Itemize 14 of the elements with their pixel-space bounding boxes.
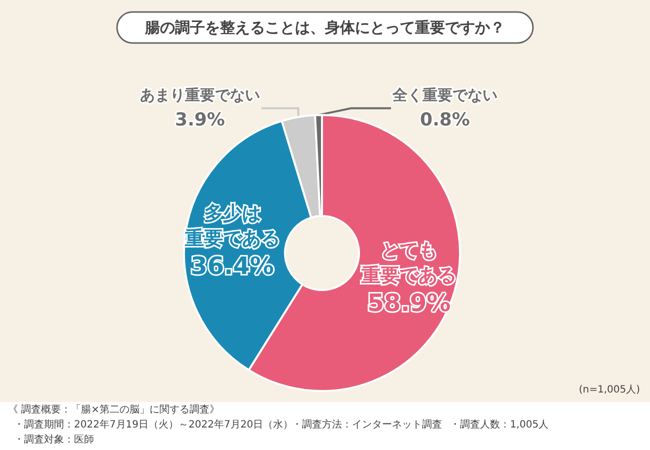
data-label: 58.9% xyxy=(367,288,451,317)
text: (n=1,005人) xyxy=(578,384,640,396)
data-label: 36.4% xyxy=(190,252,274,280)
slice-label: とても重要である xyxy=(360,239,456,286)
chart-title: 腸の調子を整えることは、身体にとって重要ですか？ xyxy=(144,18,505,36)
text: ・調査期間：2022年7月19日（火）～2022年7月20日（水） xyxy=(14,418,294,430)
data-label: 0.8% xyxy=(420,110,470,130)
slice-label: 全く重要でない xyxy=(392,86,498,104)
text: ・調査対象：医師 xyxy=(14,434,94,446)
slice-label: あまり重要でない xyxy=(140,86,260,104)
text: ・調査方法：インターネット調査 xyxy=(292,418,442,430)
data-label: 3.9% xyxy=(175,110,225,130)
text: 《 調査概要：「腸×第二の脳」に関する調査》 xyxy=(8,404,220,416)
text: ・調査人数：1,005人 xyxy=(450,418,549,430)
